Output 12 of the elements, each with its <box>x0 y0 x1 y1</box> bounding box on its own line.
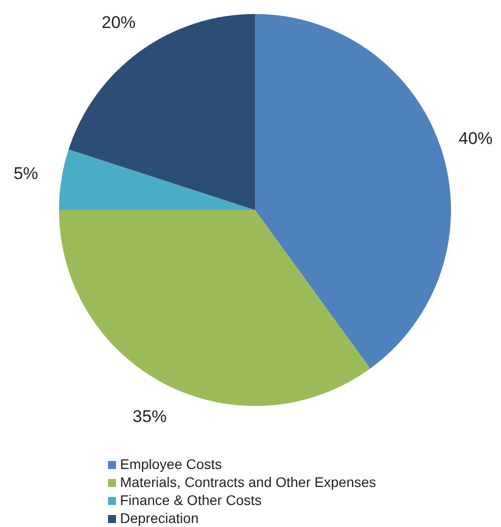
data-label: 35% <box>132 407 167 426</box>
legend-label: Finance & Other Costs <box>120 492 262 508</box>
data-label: 20% <box>102 12 136 32</box>
data-label: 40% <box>458 128 493 148</box>
pie-slice <box>255 14 451 369</box>
legend-label: Materials, Contracts and Other Expenses <box>120 474 376 490</box>
legend-label: Depreciation <box>120 510 199 526</box>
pie-slice <box>59 149 255 210</box>
legend-label: Employee Costs <box>120 456 222 472</box>
pie-slice <box>59 210 370 406</box>
pie-slice <box>68 14 255 210</box>
data-label: 5% <box>14 164 38 184</box>
